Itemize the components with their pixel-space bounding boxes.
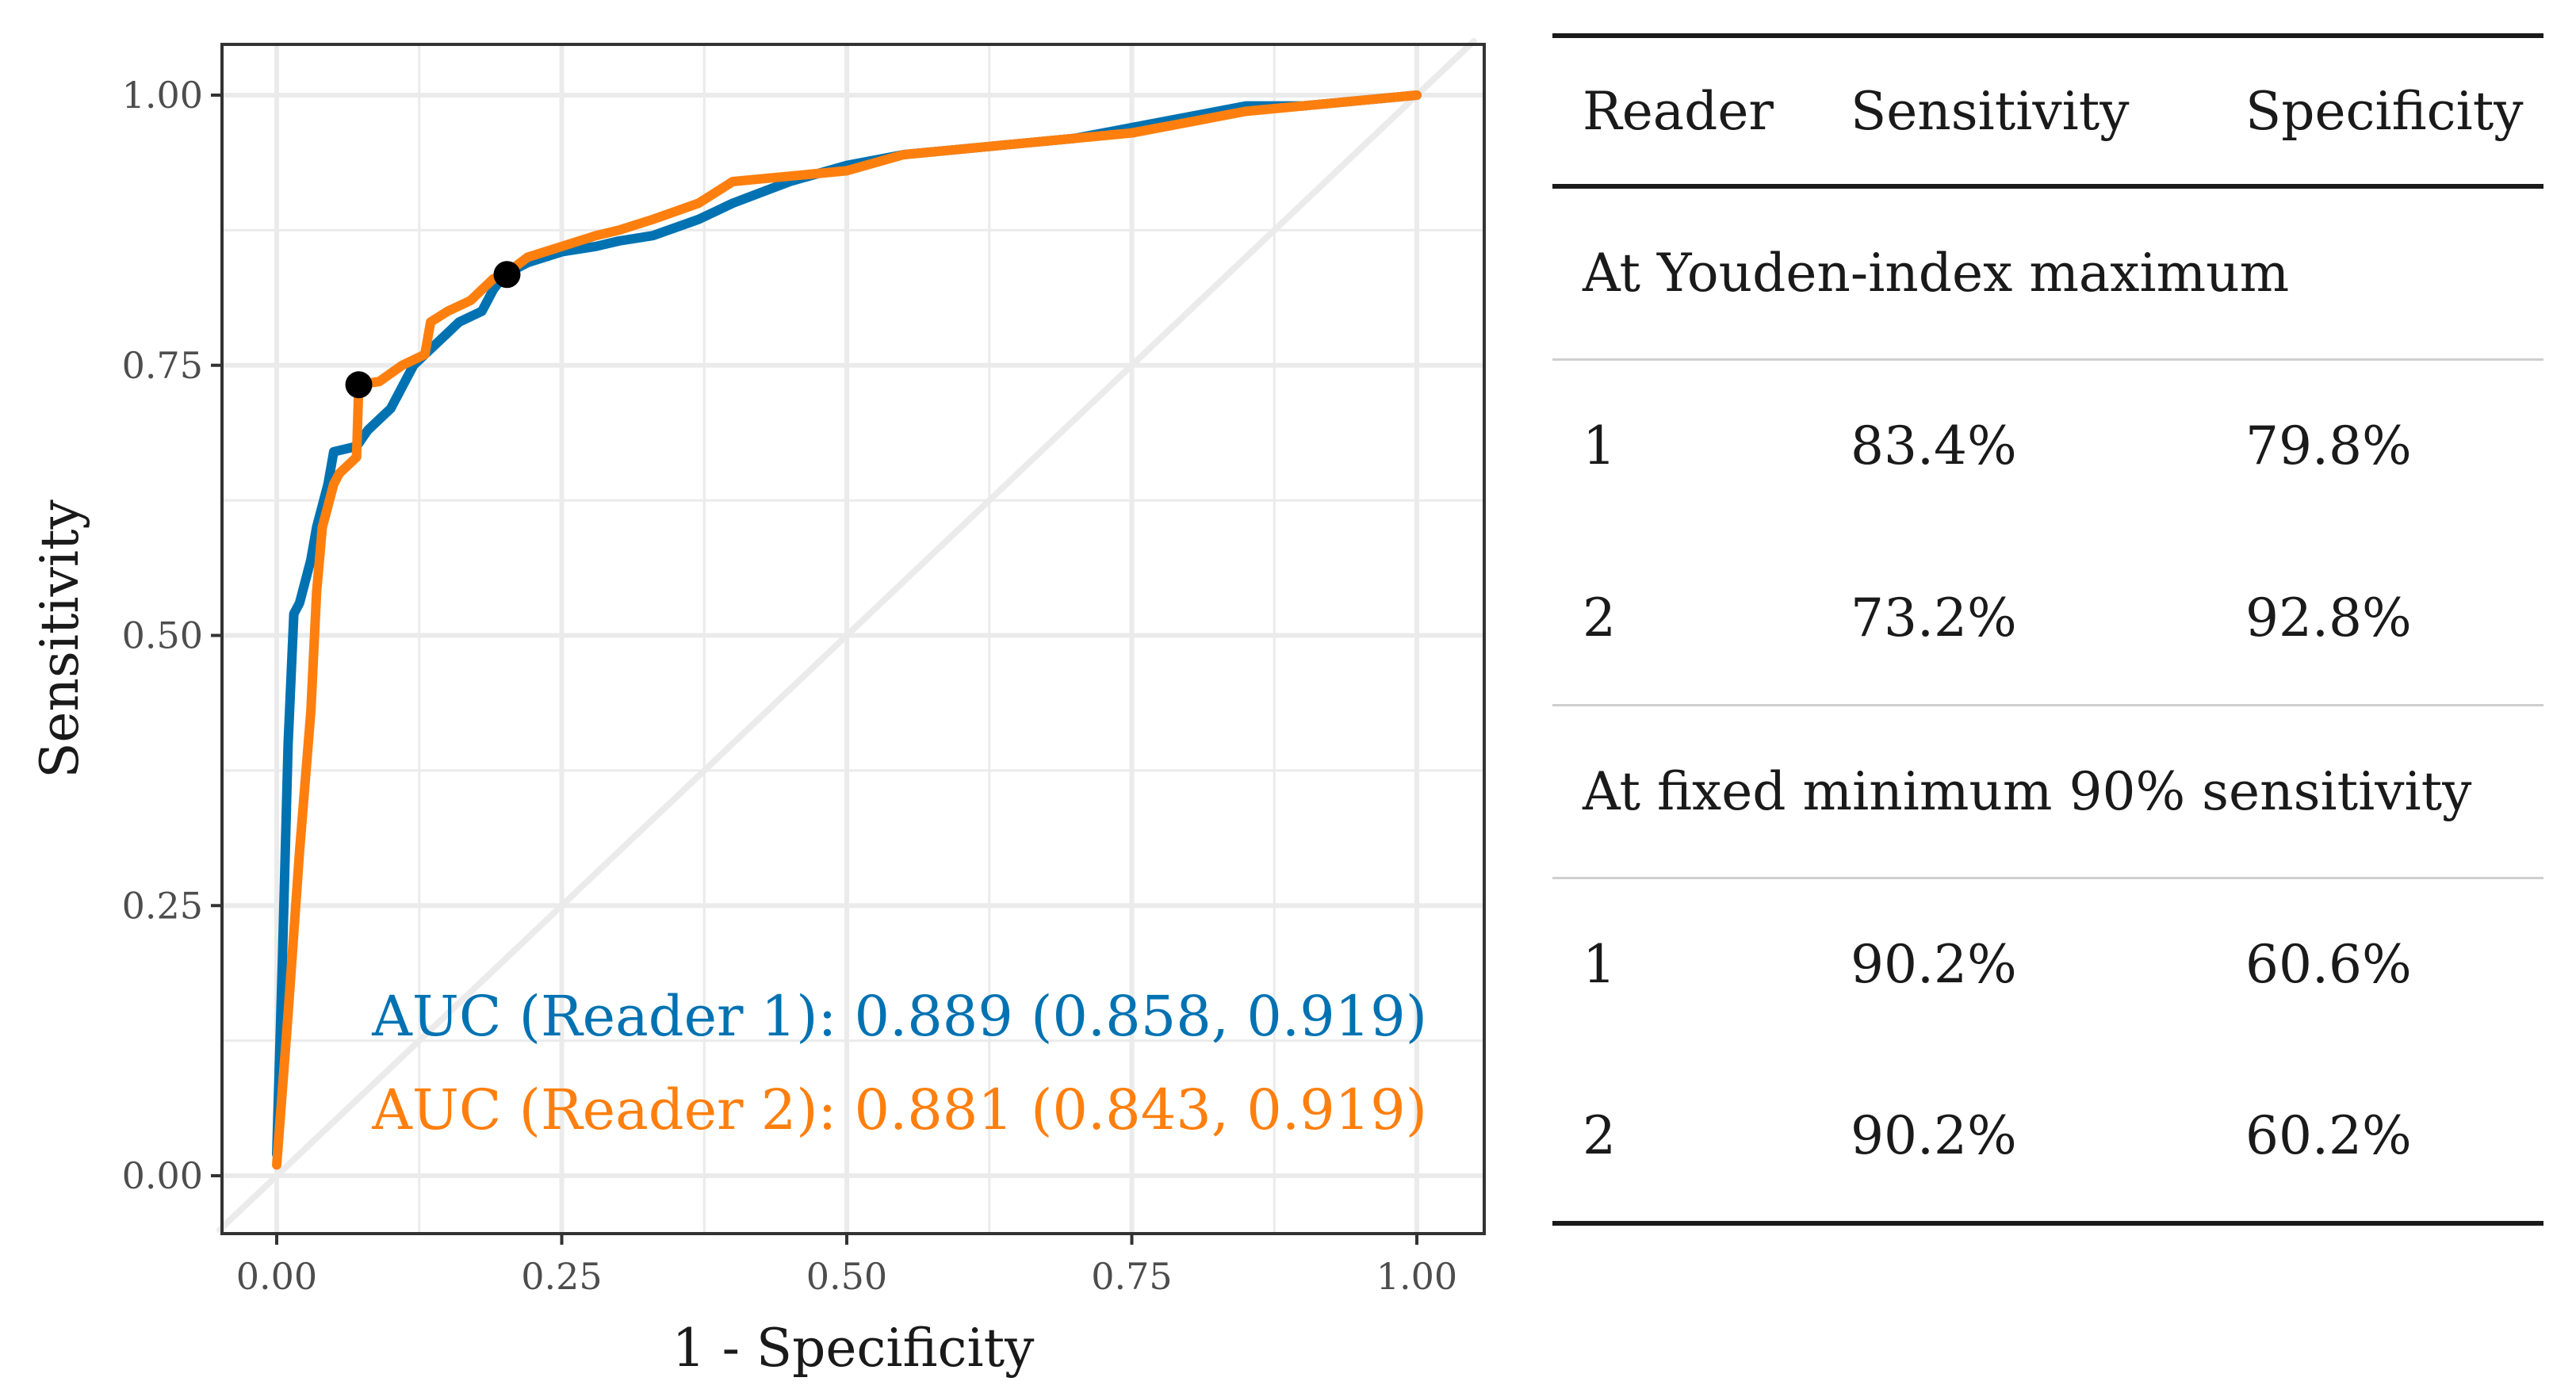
y-tick-label: 0.25: [122, 884, 203, 927]
table-header-row: Reader Sensitivity Specificity: [1552, 36, 2543, 186]
axis-ticks: 0.00 0.25 0.50 0.75 1.00 0.00 0.25 0.50 0.75 1.00: [122, 74, 1458, 1298]
roc-line-reader-2: [272, 90, 1422, 1170]
cell-reader: 1: [1583, 415, 1616, 477]
auc-label-reader-2: AUC (Reader 2): 0.881 (0.843, 0.919): [371, 1077, 1427, 1142]
x-tick-label: 1.00: [1376, 1255, 1457, 1298]
x-tick-label: 0.00: [236, 1255, 317, 1298]
y-tick-label: 1.00: [122, 74, 203, 117]
cell-sensitivity: 90.2%: [1851, 934, 2017, 996]
table-row: 1 83.4% 79.8%: [1552, 359, 2543, 532]
cell-specificity: 79.8%: [2245, 415, 2412, 477]
header-reader: Reader: [1583, 80, 1774, 142]
header-sensitivity: Sensitivity: [1851, 80, 2130, 142]
cell-specificity: 60.6%: [2245, 934, 2412, 996]
x-tick-label: 0.75: [1091, 1255, 1172, 1298]
y-tick-label: 0.00: [122, 1154, 203, 1197]
x-axis-title: 1 - Specificity: [672, 1318, 1035, 1379]
x-tick-label: 0.50: [806, 1255, 887, 1298]
roc-chart: 0.00 0.25 0.50 0.75 1.00 0.00 0.25 0.50 0.75 1.00…: [29, 37, 1486, 1379]
group-title-row: At Youden-index maximum: [1552, 186, 2543, 359]
youden-point-1: [345, 371, 373, 399]
cell-reader: 2: [1583, 1105, 1616, 1166]
group-title-fixed-sensitivity: At fixed minimum 90% sensitivity: [1583, 760, 2472, 822]
cell-specificity: 60.2%: [2245, 1105, 2412, 1166]
auc-label-reader-1: AUC (Reader 1): 0.889 (0.858, 0.919): [371, 984, 1427, 1049]
reader-statistics-table: Reader Sensitivity Specificity At Youden…: [1552, 33, 2543, 1226]
cell-reader: 1: [1583, 934, 1616, 996]
youden-point-2: [493, 261, 521, 289]
grid-lines: [222, 44, 1484, 1234]
header-specificity: Specificity: [2245, 80, 2524, 142]
diagonal-reference-line: [216, 37, 1477, 1234]
cell-reader: 2: [1583, 587, 1616, 649]
table-row: 2 90.2% 60.2%: [1552, 1050, 2543, 1223]
table-row: 2 73.2% 92.8%: [1552, 532, 2543, 705]
table-row: 1 90.2% 60.6%: [1552, 878, 2543, 1050]
cell-sensitivity: 90.2%: [1851, 1105, 2017, 1166]
cell-sensitivity: 73.2%: [1851, 587, 2017, 649]
x-tick-label: 0.25: [521, 1255, 602, 1298]
group-title-youden: At Youden-index maximum: [1583, 243, 2290, 304]
plot-panel: [222, 44, 1484, 1234]
y-tick-label: 0.50: [122, 614, 203, 657]
cell-sensitivity: 83.4%: [1851, 415, 2017, 477]
plot-panel-border: [220, 43, 1486, 1235]
plot-panel-background: [222, 44, 1484, 1234]
youden-points: [345, 261, 521, 399]
y-axis-title: Sensitivity: [29, 499, 90, 778]
y-tick-label: 0.75: [122, 344, 203, 387]
cell-specificity: 92.8%: [2245, 587, 2412, 649]
group-title-row: At fixed minimum 90% sensitivity: [1552, 705, 2543, 878]
